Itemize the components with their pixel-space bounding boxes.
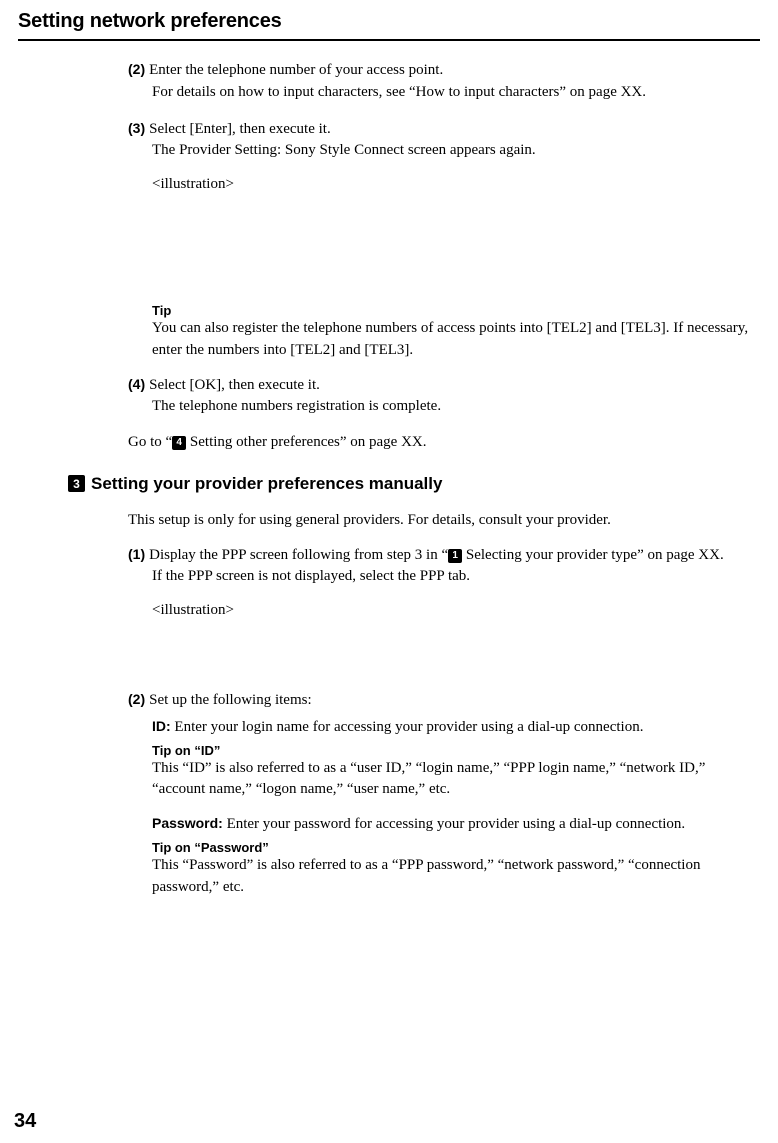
section-3-intro: This setup is only for using general pro… (128, 510, 752, 532)
sec3-step-1-after: Selecting your provider type” on page XX… (462, 547, 724, 563)
step-2-label: (2) (128, 61, 149, 77)
goto-before: Go to “ (128, 434, 172, 450)
goto-after: Setting other preferences” on page XX. (186, 434, 426, 450)
sec3-step-1-before: Display the PPP screen following from st… (149, 547, 448, 563)
password-line: Password: Enter your password for access… (152, 813, 752, 836)
step-3-text2: The Provider Setting: Sony Style Connect… (152, 140, 752, 162)
id-line: ID: Enter your login name for accessing … (152, 716, 752, 739)
step-3-label: (3) (128, 120, 149, 136)
page-number: 34 (14, 1110, 36, 1133)
id-text: Enter your login name for accessing your… (171, 719, 644, 735)
sec3-step-1-label: (1) (128, 546, 149, 562)
step-4: (4)Select [OK], then execute it. The tel… (128, 374, 752, 419)
goto-line: Go to “4 Setting other preferences” on p… (128, 432, 752, 454)
tip-id-block: Tip on “ID” This “ID” is also referred t… (152, 743, 752, 802)
step-2: (2)Enter the telephone number of your ac… (128, 59, 752, 104)
password-label: Password: (152, 815, 223, 831)
tip-label: Tip (152, 303, 752, 318)
page-title: Setting network preferences (18, 10, 760, 41)
numbox-1-icon: 1 (448, 549, 462, 563)
step-2-text2: For details on how to input characters, … (152, 82, 752, 104)
section-3-title: Setting your provider preferences manual… (91, 474, 442, 494)
sec3-step-2-label: (2) (128, 691, 149, 707)
step-2-text1: Enter the telephone number of your acces… (149, 62, 443, 78)
illustration-2: <illustration> (152, 602, 752, 619)
sec3-step-1: (1)Display the PPP screen following from… (128, 544, 752, 589)
tip-id-label: Tip on “ID” (152, 743, 752, 758)
tip-text: You can also register the telephone numb… (152, 318, 752, 362)
password-text: Enter your password for accessing your p… (223, 816, 685, 832)
sec3-step-1-rest: If the PPP screen is not displayed, sele… (152, 566, 752, 588)
step-4-label: (4) (128, 376, 149, 392)
numbox-3-icon: 3 (68, 475, 85, 492)
illustration-1: <illustration> (152, 176, 752, 193)
numbox-4-icon: 4 (172, 436, 186, 450)
body-column: (2)Enter the telephone number of your ac… (128, 41, 752, 898)
id-label: ID: (152, 718, 171, 734)
step-3-text1: Select [Enter], then execute it. (149, 121, 331, 137)
tip-password-text: This “Password” is also referred to as a… (152, 855, 752, 899)
tip-block: Tip You can also register the telephone … (152, 303, 752, 362)
tip-password-block: Tip on “Password” This “Password” is als… (152, 840, 752, 899)
tip-password-label: Tip on “Password” (152, 840, 752, 855)
sec3-step-2: (2)Set up the following items: (128, 689, 752, 712)
step-3: (3)Select [Enter], then execute it. The … (128, 118, 752, 163)
step-4-text2: The telephone numbers registration is co… (152, 396, 752, 418)
tip-id-text: This “ID” is also referred to as a “user… (152, 758, 752, 802)
step-4-text1: Select [OK], then execute it. (149, 377, 320, 393)
section-3-heading: 3 Setting your provider preferences manu… (68, 474, 752, 494)
sec3-step-2-text1: Set up the following items: (149, 692, 312, 708)
